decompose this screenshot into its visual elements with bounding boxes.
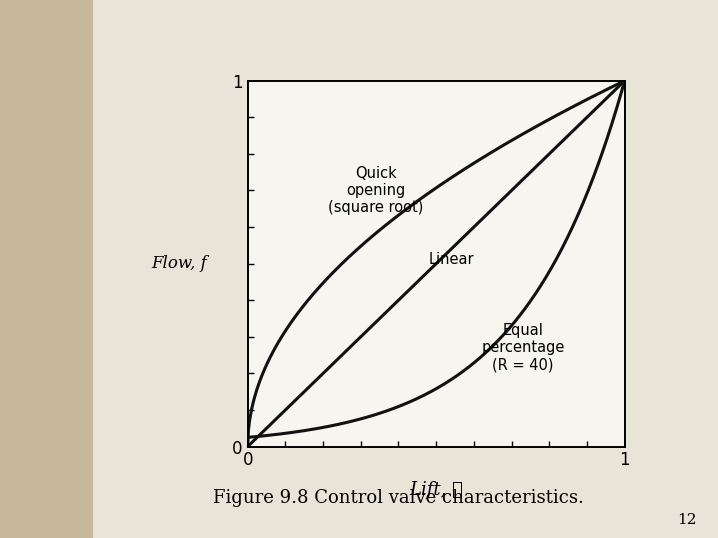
Text: Quick
opening
(square root): Quick opening (square root) <box>328 166 424 215</box>
Text: 12: 12 <box>677 513 696 527</box>
Text: Flow, f: Flow, f <box>151 255 208 272</box>
Text: Equal
percentage
(R = 40): Equal percentage (R = 40) <box>481 323 564 373</box>
X-axis label: Lift, ℓ: Lift, ℓ <box>409 480 463 499</box>
Text: Linear: Linear <box>429 252 474 267</box>
Text: Figure 9.8 Control valve characteristics.: Figure 9.8 Control valve characteristics… <box>213 489 584 507</box>
